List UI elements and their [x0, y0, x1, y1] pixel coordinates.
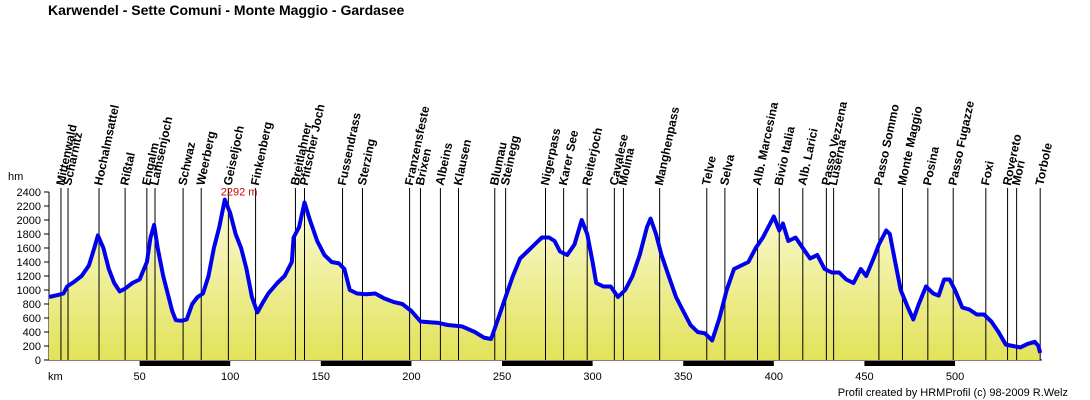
y-tick-label: 1400 — [17, 257, 41, 269]
waypoint-label: Reiterjoch — [579, 126, 605, 186]
x-scale-band — [864, 361, 956, 366]
waypoint-label: Foxi — [978, 160, 997, 187]
x-scale-band — [139, 361, 231, 366]
y-tick-label: 200 — [23, 341, 41, 353]
y-tick-label: 0 — [35, 355, 41, 367]
waypoint-label: Alb. Larici — [795, 127, 821, 187]
waypoint-label: Telve — [699, 154, 719, 186]
peak-annotation: 2292 m — [221, 187, 258, 199]
waypoint-label: Selva — [717, 153, 737, 187]
y-tick-label: 800 — [23, 299, 41, 311]
x-scale-band — [502, 361, 593, 366]
profile-line — [48, 197, 1043, 354]
x-tick-label: 450 — [855, 371, 873, 383]
x-tick-label: 400 — [765, 371, 783, 383]
y-tick-label: 1200 — [17, 271, 41, 283]
waypoint-label: Posina — [920, 145, 942, 187]
waypoint-label: Passo Fugazze — [945, 99, 977, 186]
y-tick-label: 1000 — [17, 285, 41, 297]
x-tick-label: 500 — [946, 371, 964, 383]
chart-title: Karwendel - Sette Comuni - Monte Maggio … — [48, 2, 404, 18]
waypoint-label: Bivio Italia — [771, 125, 797, 187]
waypoint-label: Torbole — [1032, 141, 1055, 186]
waypoint-label: Manghenpass — [652, 105, 682, 186]
x-tick-label: 100 — [221, 371, 239, 383]
area — [49, 199, 1041, 360]
waypoint-label: Weerberg — [193, 130, 218, 187]
x-axis-label: km — [48, 371, 63, 383]
x-tick-label: 150 — [312, 371, 330, 383]
x-tick-label: 300 — [583, 371, 601, 383]
credit: Profil created by HRMProfil (c) 98-2009 … — [838, 387, 1068, 399]
y-tick-label: 2200 — [17, 201, 41, 213]
waypoint-label: Sterzing — [355, 137, 379, 186]
y-tick-label: 1600 — [17, 243, 41, 255]
x-tick-label: 200 — [402, 371, 420, 383]
y-tick-label: 400 — [23, 327, 41, 339]
x-tick-label: 50 — [133, 371, 145, 383]
y-tick-label: 2400 — [17, 187, 41, 199]
x-tick-label: 350 — [674, 371, 692, 383]
waypoint-label: Mori — [1009, 159, 1028, 187]
x-scale-band — [683, 361, 774, 366]
waypoint-label: Geiseljoch — [221, 124, 247, 186]
y-tick-label: 600 — [23, 313, 41, 325]
waypoint-label: Rißtal — [117, 151, 138, 187]
waypoint-label: Finkenberg — [248, 120, 275, 186]
y-tick-label: 2000 — [17, 215, 41, 227]
waypoint-label: Hochalmsattel — [91, 103, 122, 186]
x-tick-label: 250 — [493, 371, 511, 383]
x-scale-band — [320, 361, 412, 366]
y-tick-label: 1800 — [17, 229, 41, 241]
y-axis-label: hm — [8, 171, 23, 183]
